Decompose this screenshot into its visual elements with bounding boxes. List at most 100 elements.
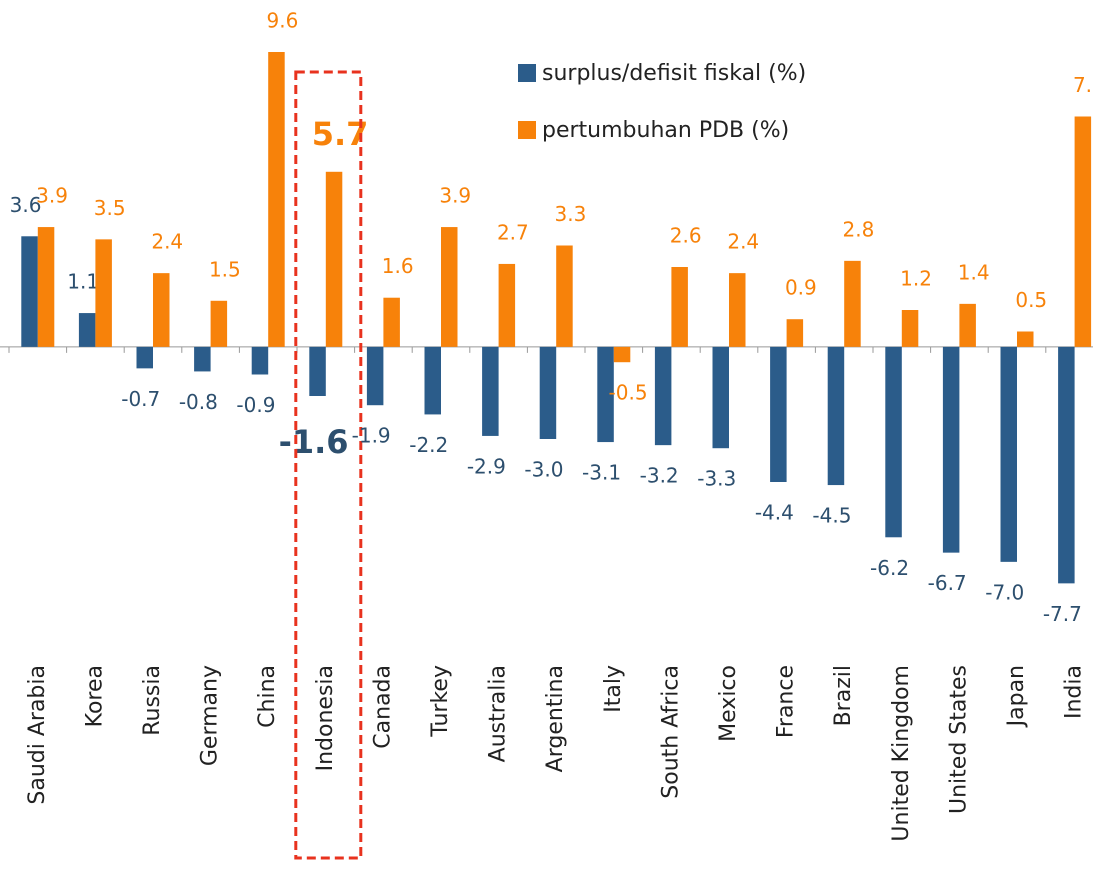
x-tick-label: Japan: [1004, 665, 1029, 728]
data-label: 9.6: [267, 9, 299, 33]
data-label: -0.9: [236, 393, 275, 417]
x-tick-label: Mexico: [716, 665, 741, 742]
bar: [21, 236, 38, 347]
data-label: -2.2: [409, 433, 448, 457]
data-label: 2.7: [497, 220, 529, 244]
legend-swatch: [518, 64, 536, 82]
legend-label: surplus/defisit fiskal (%): [542, 61, 806, 86]
data-label: 0.9: [785, 276, 817, 300]
legend-swatch: [518, 121, 536, 139]
x-tick-label: Italy: [601, 665, 626, 713]
bar: [597, 346, 614, 443]
bar: [194, 346, 211, 372]
x-tick-label: Saudi Arabia: [25, 665, 50, 805]
data-label: 3.9: [36, 184, 68, 208]
x-tick-label: Korea: [82, 665, 107, 727]
data-label: -6.2: [870, 556, 909, 580]
bar: [498, 263, 516, 347]
bar: [959, 303, 976, 347]
data-label: 3.3: [555, 202, 587, 226]
bar: [786, 319, 804, 347]
x-tick-label: Germany: [198, 665, 223, 766]
data-label: -3.3: [697, 467, 736, 491]
bar: [1074, 116, 1092, 347]
bar: [671, 267, 688, 347]
x-tick-label: Brazil: [831, 665, 856, 726]
bar: [827, 346, 845, 486]
data-label: 1.6: [382, 254, 414, 278]
data-label: -4.5: [812, 504, 851, 528]
data-label: -6.7: [928, 571, 967, 595]
data-label: -0.7: [121, 387, 160, 411]
bar: [901, 310, 919, 347]
data-label: -3.0: [524, 458, 563, 482]
bar: [383, 297, 400, 347]
bar: [844, 260, 861, 347]
data-label: 1.1: [67, 270, 99, 294]
data-label: 0.5: [1015, 288, 1047, 312]
data-label: 1.2: [900, 267, 932, 291]
x-tick-label: China: [255, 665, 280, 728]
bar: [136, 346, 153, 369]
bar: [37, 227, 55, 347]
bar: [539, 346, 557, 439]
data-label: 2.4: [727, 230, 759, 254]
bar: [712, 346, 729, 449]
bar: [210, 300, 228, 347]
x-tick-label: Indonesia: [313, 665, 338, 771]
data-label: -0.5: [609, 381, 648, 405]
x-tick-label: Russia: [140, 665, 165, 736]
data-label: 5.7: [312, 115, 369, 153]
bar: [95, 239, 112, 347]
bar: [78, 313, 96, 347]
data-label: -1.9: [352, 424, 391, 448]
x-tick-label: United Kingdom: [889, 665, 914, 842]
highlight-box: [294, 70, 363, 860]
data-label: -2.9: [467, 454, 506, 478]
data-label: -7.0: [985, 580, 1024, 604]
data-label: -1.6: [279, 423, 349, 461]
data-label: 3.9: [439, 184, 471, 208]
bar: [613, 346, 631, 363]
bar: [1058, 346, 1075, 584]
bar: [325, 171, 343, 347]
bar: [366, 346, 384, 406]
data-label: -3.2: [640, 464, 679, 488]
data-label: 1.4: [958, 260, 990, 284]
bar: [441, 227, 458, 347]
bar: [729, 273, 746, 347]
x-tick-label: Turkey: [428, 665, 453, 738]
data-label: 2.6: [670, 224, 702, 248]
bar: [153, 273, 170, 347]
bar: [942, 346, 960, 553]
bar: [654, 346, 672, 446]
data-label: 7.5: [1073, 73, 1093, 97]
data-label: -0.8: [179, 390, 218, 414]
bar: [885, 346, 902, 538]
bar: [556, 245, 573, 347]
data-label: 3.6: [10, 193, 42, 217]
x-tick-label: South Africa: [658, 665, 683, 799]
bar: [1000, 346, 1017, 562]
x-tick-label: Argentina: [543, 665, 568, 772]
x-tick-label: Canada: [370, 665, 395, 749]
x-tick-label: India: [1062, 665, 1087, 719]
bar: [424, 346, 441, 415]
legend-label: pertumbuhan PDB (%): [542, 118, 789, 143]
data-label: 2.8: [843, 217, 875, 241]
x-tick-label: Australia: [486, 665, 511, 762]
data-label: -4.4: [755, 501, 794, 525]
data-label: 3.5: [94, 196, 126, 220]
bar: [1017, 331, 1034, 347]
bar: [268, 52, 285, 347]
data-label: 2.4: [151, 230, 183, 254]
bar: [251, 346, 269, 375]
bar: [482, 346, 499, 436]
data-label: -3.1: [582, 461, 621, 485]
x-tick-label: France: [774, 665, 799, 738]
data-label: 1.5: [209, 257, 241, 281]
bar: [309, 346, 326, 396]
x-tick-label: United States: [946, 665, 971, 814]
